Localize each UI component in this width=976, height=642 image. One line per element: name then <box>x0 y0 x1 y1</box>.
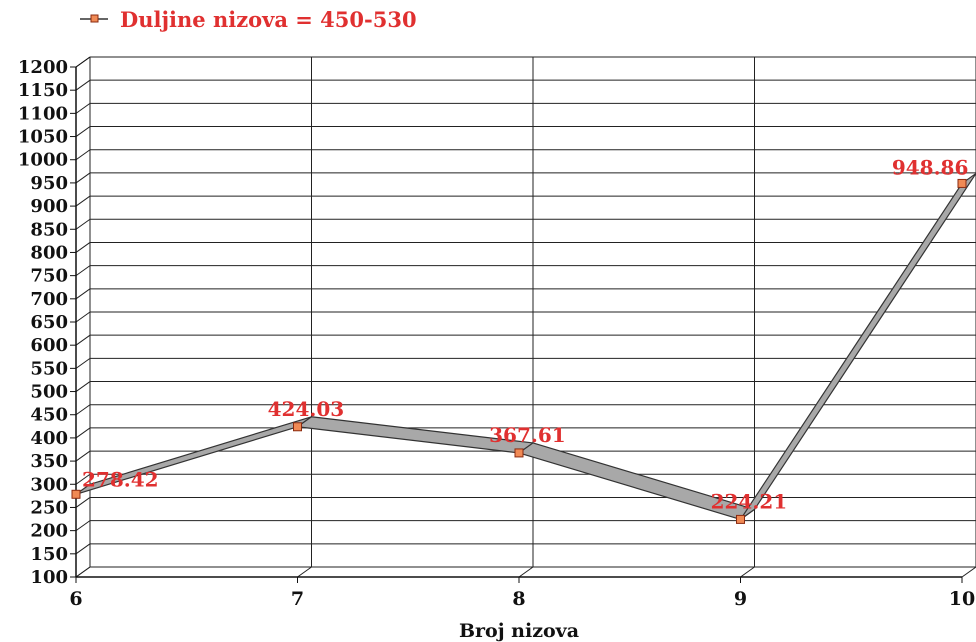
series-ribbon <box>75 172 976 521</box>
gridline-side <box>75 427 91 439</box>
gridline-side <box>75 381 91 392</box>
gridline-side <box>75 288 91 300</box>
y-tick-label: 150 <box>30 544 68 565</box>
gridline-side <box>75 265 91 277</box>
gridline-side <box>75 543 91 555</box>
gridline-side <box>75 497 91 508</box>
plot-grid <box>75 56 976 578</box>
gridline-side <box>75 473 91 485</box>
x-tick-label: 9 <box>734 588 747 610</box>
x-axis-ticks: 6 7 8 9 10 <box>69 577 975 610</box>
y-tick-label: 200 <box>30 521 68 542</box>
y-tick-label: 900 <box>30 196 68 217</box>
data-point-label: 278.42 <box>82 467 159 491</box>
y-tick-label: 1050 <box>18 127 68 148</box>
gridline-side <box>75 334 91 346</box>
data-point-label: 948.86 <box>892 155 969 179</box>
gridline-side <box>75 404 91 416</box>
gridline-floor <box>740 566 755 578</box>
y-tick-label: 750 <box>30 266 68 287</box>
gridline-side <box>75 149 91 161</box>
data-point-marker <box>293 422 302 432</box>
gridline-floor <box>297 566 312 578</box>
legend-series-name: Duljine nizova = 450-530 <box>120 7 417 32</box>
x-axis-title: Broj nizova <box>459 620 579 642</box>
y-tick-label: 950 <box>30 173 68 194</box>
y-tick-label: 1150 <box>18 80 68 101</box>
series-segment <box>739 172 976 521</box>
y-tick-label: 1200 <box>18 57 68 78</box>
gridline-side <box>75 126 91 137</box>
y-tick-label: 1100 <box>18 103 68 124</box>
legend-marker-swatch <box>90 14 99 23</box>
x-tick-label: 6 <box>69 588 82 610</box>
data-point-label: 424.03 <box>268 397 345 421</box>
x-tick-label: 7 <box>291 588 304 610</box>
gridline-side <box>75 311 91 323</box>
y-tick-label: 550 <box>30 358 68 379</box>
plot-axes <box>75 56 962 578</box>
data-point-marker <box>957 178 967 188</box>
data-point-marker <box>736 514 745 524</box>
y-tick-label: 400 <box>30 428 68 449</box>
gridline-floor <box>75 566 91 578</box>
y-tick-label: 650 <box>30 312 68 333</box>
gridline-side <box>75 520 91 532</box>
chart-legend: Duljine nizova = 450-530 <box>80 7 417 32</box>
y-tick-label: 700 <box>30 289 68 310</box>
series-markers <box>71 178 967 524</box>
wall-edge <box>75 56 91 68</box>
gridline-side <box>75 357 91 369</box>
data-labels: 278.42 424.03 367.61 224.21 948.86 <box>82 155 968 513</box>
y-tick-label: 100 <box>30 567 68 588</box>
y-tick-label: 850 <box>30 219 68 240</box>
gridline-side <box>75 195 91 207</box>
y-tick-label: 800 <box>30 242 68 263</box>
gridline-side <box>75 218 91 230</box>
gridline-side <box>75 102 91 114</box>
y-tick-label: 1000 <box>18 150 68 171</box>
y-tick-label: 450 <box>30 405 68 426</box>
gridline-side <box>75 242 91 253</box>
gridline-floor <box>518 566 534 578</box>
gridline-side <box>75 172 91 184</box>
data-point-marker <box>71 489 81 499</box>
x-tick-label: 8 <box>512 588 525 610</box>
x-tick-label: 10 <box>949 588 975 610</box>
y-tick-label: 600 <box>30 335 68 356</box>
data-point-marker <box>514 448 524 458</box>
gridline-side <box>75 79 91 91</box>
data-point-label: 367.61 <box>489 423 566 447</box>
y-tick-label: 250 <box>30 497 68 518</box>
y-tick-label: 300 <box>30 474 68 495</box>
y-tick-label: 500 <box>30 382 68 403</box>
data-point-label: 224.21 <box>711 489 788 513</box>
y-tick-label: 350 <box>30 451 68 472</box>
gridline-floor <box>961 566 976 578</box>
gridline-side <box>75 450 91 462</box>
